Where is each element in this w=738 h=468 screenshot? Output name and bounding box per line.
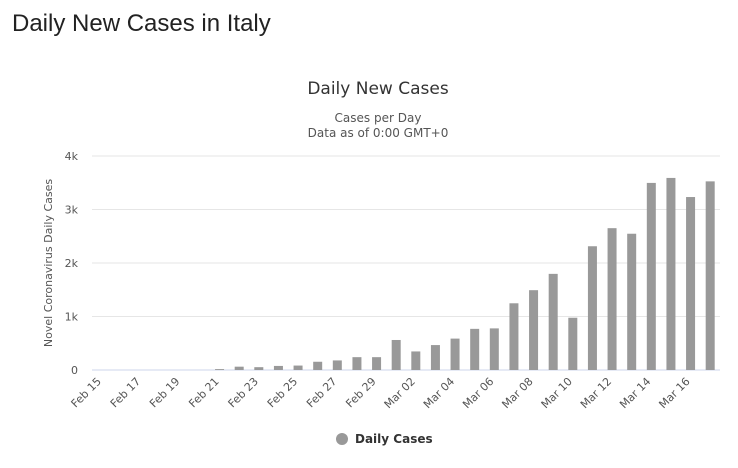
x-tick-label: Mar 12 [578, 375, 614, 411]
page-heading: Daily New Cases in Italy [12, 10, 271, 37]
bar-mar-16 [686, 197, 696, 370]
bar-feb-27 [332, 360, 342, 370]
bar-mar-06 [489, 328, 499, 370]
x-tick-label: Mar 14 [617, 375, 653, 411]
bar-feb-21 [215, 369, 225, 370]
x-tick-label: Feb 27 [304, 375, 339, 410]
bar-feb-23 [254, 367, 264, 370]
x-tick-label: Mar 10 [539, 375, 575, 411]
chart-subtitle-line: Cases per Day [335, 111, 422, 125]
bar-mar-12 [607, 228, 617, 370]
x-tick-label: Feb 15 [69, 375, 104, 410]
y-axis-label: Novel Coronavirus Daily Cases [42, 179, 55, 347]
x-tick-label: Mar 16 [656, 375, 692, 411]
bar-mar-04 [450, 338, 460, 370]
bar-feb-22 [234, 366, 244, 370]
chart-title: Daily New Cases [307, 79, 449, 99]
y-tick-label: 1k [65, 311, 79, 324]
y-tick-label: 3k [65, 204, 79, 217]
legend-marker [336, 433, 348, 445]
x-tick-label: Feb 17 [108, 375, 143, 410]
bar-mar-08 [529, 290, 539, 370]
bar-mar-03 [430, 345, 440, 370]
bar-mar-05 [470, 328, 480, 370]
x-tick-label: Feb 29 [343, 375, 378, 410]
x-tick-label: Feb 23 [226, 375, 261, 410]
bar-mar-14 [646, 182, 656, 370]
bar-mar-07 [509, 303, 519, 370]
x-tick-label: Mar 08 [499, 375, 535, 411]
y-tick-label: 4k [65, 150, 79, 163]
bar-feb-29 [372, 357, 382, 370]
bar-mar-02 [411, 351, 421, 370]
bar-feb-28 [352, 357, 362, 370]
x-tick-label: Mar 02 [382, 375, 418, 411]
bar-mar-11 [587, 246, 597, 370]
chart-subtitle-line: Data as of 0:00 GMT+0 [308, 126, 449, 140]
bar-feb-24 [273, 365, 283, 370]
x-tick-label: Feb 19 [147, 375, 182, 410]
bar-mar-15 [666, 177, 676, 370]
y-tick-label: 0 [71, 364, 78, 377]
x-tick-label: Feb 21 [186, 375, 221, 410]
bar-mar-01 [391, 339, 401, 370]
legend-label: Daily Cases [355, 432, 433, 446]
x-tick-label: Mar 06 [460, 375, 496, 411]
y-tick-label: 2k [65, 257, 79, 270]
x-tick-label: Mar 04 [421, 375, 457, 411]
x-tick-label: Feb 25 [265, 375, 300, 410]
bar-mar-13 [627, 233, 637, 370]
bar-mar-17 [705, 181, 715, 370]
bar-feb-25 [293, 365, 303, 370]
bar-mar-09 [548, 273, 558, 370]
bar-feb-26 [313, 361, 323, 370]
bar-mar-10 [568, 317, 578, 370]
